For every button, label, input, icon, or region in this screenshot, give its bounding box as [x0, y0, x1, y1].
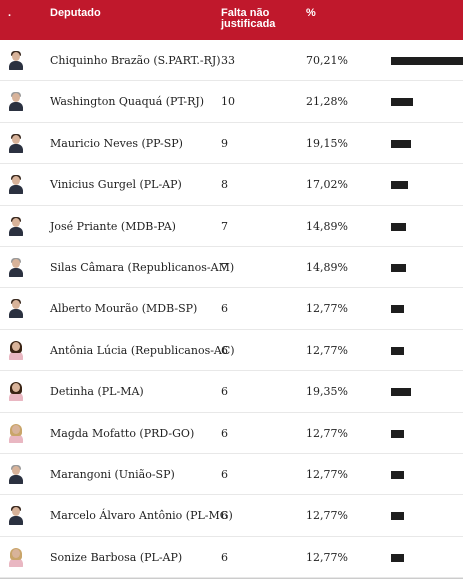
falta-count: 6 — [221, 302, 228, 316]
falta-percent: 12,77% — [306, 467, 348, 481]
table-row: Marangoni (União-SP) 6 12,77% — [0, 454, 463, 496]
falta-percent: 17,02% — [306, 178, 348, 192]
deputy-photo-icon — [8, 175, 24, 195]
falta-count: 9 — [221, 136, 228, 150]
header-falta-line1: Falta não — [221, 7, 270, 19]
deputy-photo-icon — [8, 547, 24, 567]
deputy-photo-icon — [8, 340, 24, 360]
table-row: Silas Câmara (Republicanos-AM) 7 14,89% — [0, 247, 463, 289]
deputy-name: Magda Mofatto (PRD-GO) — [50, 426, 195, 440]
absence-bar — [391, 553, 404, 562]
absence-bar — [391, 388, 411, 397]
deputy-name: Marangoni (União-SP) — [50, 467, 175, 481]
falta-count: 7 — [221, 219, 228, 233]
falta-percent: 12,77% — [306, 302, 348, 316]
absence-bar — [391, 263, 406, 272]
deputy-name: Marcelo Álvaro Antônio (PL-MG) — [50, 509, 233, 523]
table-row: José Priante (MDB-PA) 7 14,89% — [0, 206, 463, 247]
absence-bar — [391, 512, 404, 521]
table-row: Antônia Lúcia (Republicanos-AC) 6 12,77% — [0, 330, 463, 372]
deputy-name: Silas Câmara (Republicanos-AM) — [50, 260, 235, 274]
table-row: Marcelo Álvaro Antônio (PL-MG) 6 12,77% — [0, 495, 463, 537]
falta-count: 8 — [221, 178, 228, 192]
falta-count: 6 — [221, 385, 228, 399]
absence-bar — [391, 57, 463, 65]
deputy-photo-icon — [8, 133, 24, 153]
deputy-photo-icon — [8, 299, 24, 319]
deputy-name: Washington Quaquá (PT-RJ) — [50, 95, 205, 109]
deputy-photo-icon — [8, 423, 24, 443]
falta-percent: 14,89% — [306, 260, 348, 274]
falta-percent: 19,35% — [306, 385, 348, 399]
falta-count: 6 — [221, 426, 228, 440]
absence-bar — [391, 305, 404, 314]
deputy-name: Vinicius Gurgel (PL-AP) — [50, 178, 182, 192]
deputy-photo-icon — [8, 92, 24, 112]
falta-count: 6 — [221, 467, 228, 481]
deputy-name: Alberto Mourão (MDB-SP) — [50, 302, 198, 316]
absence-bar — [391, 222, 406, 231]
header-falta: Falta não justificada — [221, 8, 291, 30]
falta-count: 6 — [221, 550, 228, 564]
falta-percent: 12,77% — [306, 426, 348, 440]
absence-bar — [391, 181, 408, 190]
deputy-name: Sonize Barbosa (PL-AP) — [50, 550, 183, 564]
falta-count: 33 — [221, 54, 235, 67]
table-row: Mauricio Neves (PP-SP) 9 19,15% — [0, 123, 463, 165]
absence-bar — [391, 429, 404, 438]
absence-bar — [391, 139, 411, 148]
absence-bar — [391, 346, 404, 355]
deputy-photo-icon — [8, 382, 24, 402]
table-row: Chiquinho Brazão (S.PART.-RJ) 33 70,21% — [0, 40, 463, 82]
header-percent: % — [306, 7, 316, 19]
falta-percent: 14,89% — [306, 219, 348, 233]
falta-count: 10 — [221, 95, 235, 109]
table-row: Alberto Mourão (MDB-SP) 6 12,77% — [0, 288, 463, 330]
deputy-name: Mauricio Neves (PP-SP) — [50, 136, 183, 150]
table-row: Detinha (PL-MA) 6 19,35% — [0, 371, 463, 413]
table-row: Vinicius Gurgel (PL-AP) 8 17,02% — [0, 164, 463, 206]
deputy-name: José Priante (MDB-PA) — [50, 219, 176, 233]
falta-percent: 21,28% — [306, 95, 348, 109]
table-row: Sonize Barbosa (PL-AP) 6 12,77% — [0, 537, 463, 579]
absence-bar — [391, 98, 413, 107]
deputy-photo-icon — [8, 506, 24, 526]
table-header: . Deputado Falta não justificada % — [0, 0, 463, 40]
header-deputado: Deputado — [50, 7, 101, 19]
deputy-name: Chiquinho Brazão (S.PART.-RJ) — [50, 54, 221, 67]
falta-count: 7 — [221, 260, 228, 274]
header-falta-line2: justificada — [221, 18, 276, 30]
header-dot: . — [8, 7, 12, 19]
falta-percent: 12,77% — [306, 343, 348, 357]
table-body: Chiquinho Brazão (S.PART.-RJ) 33 70,21% Was… — [0, 40, 463, 579]
falta-percent: 12,77% — [306, 509, 348, 523]
deputy-name: Antônia Lúcia (Republicanos-AC) — [50, 343, 235, 357]
deputy-name: Detinha (PL-MA) — [50, 385, 144, 399]
deputy-photo-icon — [8, 216, 24, 236]
falta-count: 6 — [221, 509, 228, 523]
absence-bar — [391, 470, 404, 479]
deputy-photo-icon — [8, 464, 24, 484]
deputy-photo-icon — [8, 51, 24, 70]
falta-percent: 70,21% — [306, 54, 348, 67]
falta-percent: 19,15% — [306, 136, 348, 150]
table-row: Washington Quaquá (PT-RJ) 10 21,28% — [0, 81, 463, 123]
falta-percent: 12,77% — [306, 550, 348, 564]
falta-count: 6 — [221, 343, 228, 357]
table-row: Magda Mofatto (PRD-GO) 6 12,77% — [0, 413, 463, 454]
deputy-photo-icon — [8, 257, 24, 277]
